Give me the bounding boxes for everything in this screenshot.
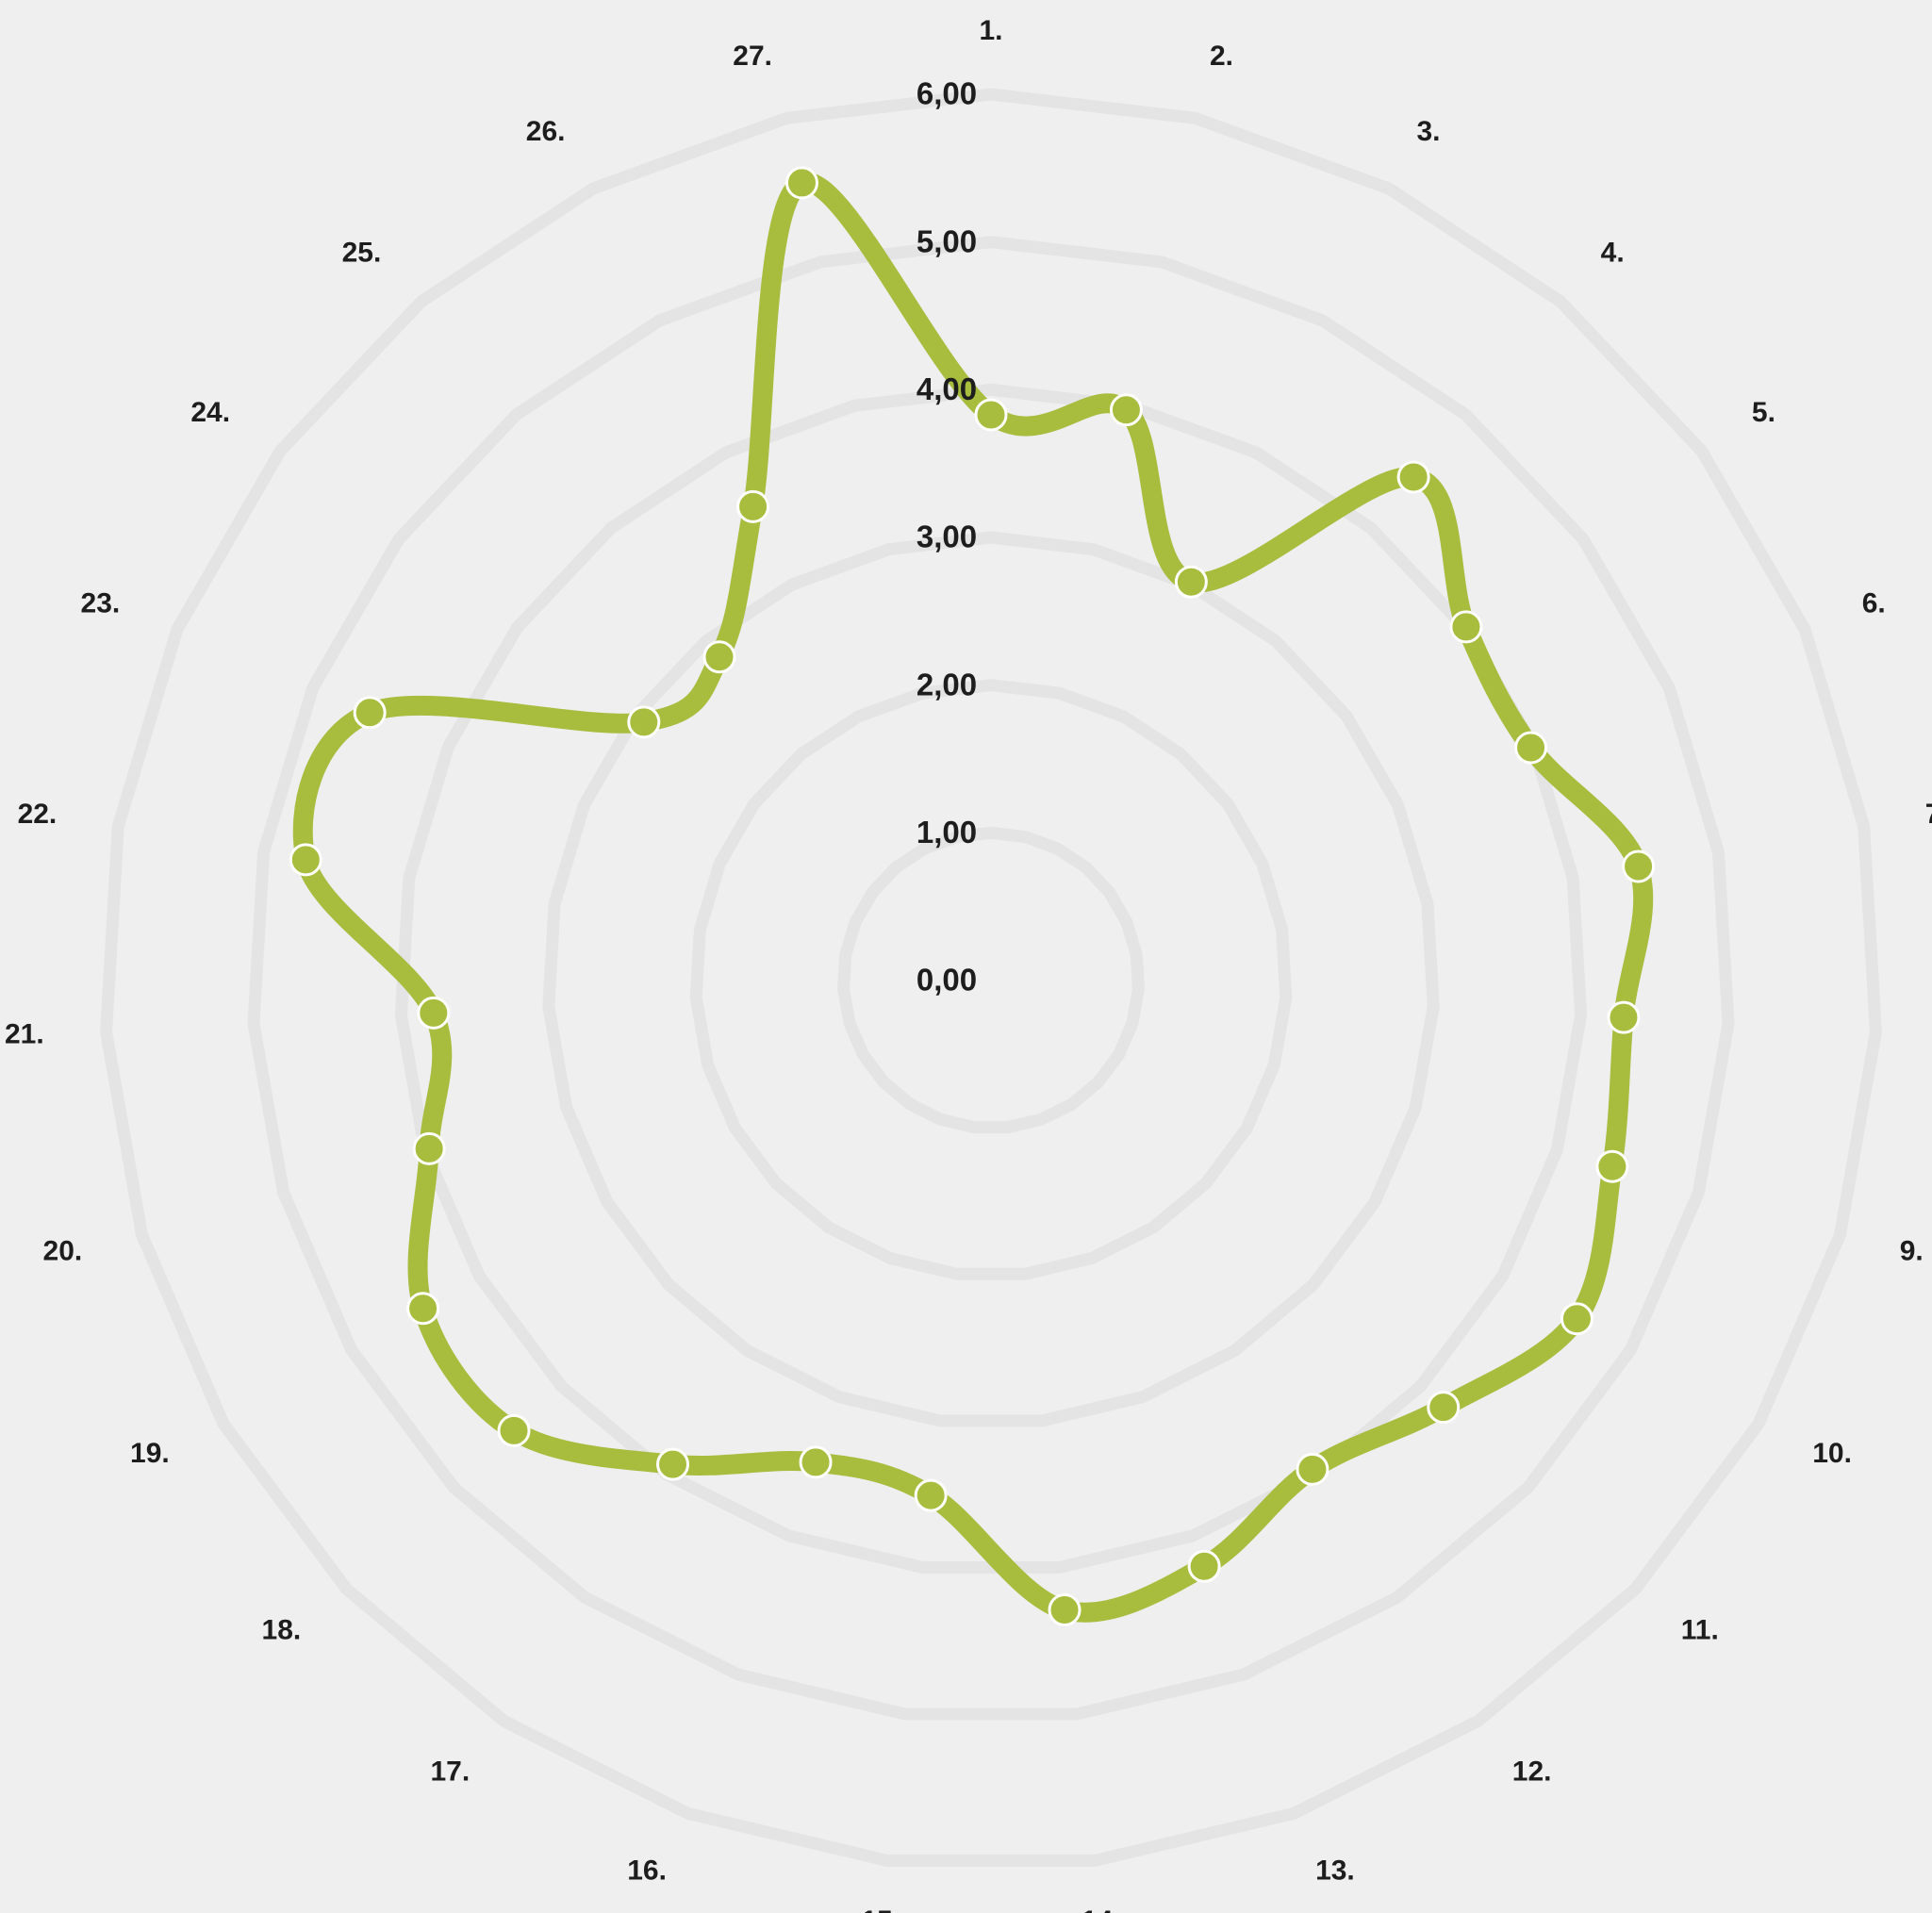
data-point-23: [353, 696, 387, 730]
data-point-22: [289, 843, 322, 877]
data-point-21: [417, 996, 451, 1030]
data-point-8: [1607, 1000, 1641, 1034]
grid-ring-5: [247, 236, 1735, 1721]
category-label: 4.: [1601, 237, 1625, 268]
data-point-14: [1048, 1593, 1082, 1627]
grid-ring-1: [837, 826, 1145, 1134]
category-label: 23.: [81, 587, 121, 618]
data-point-24: [627, 705, 661, 739]
category-label: 19.: [130, 1438, 170, 1469]
data-point-12: [1296, 1452, 1329, 1486]
category-labels: 1.2.3.4.5.6.7.8.9.10.11.12.13.14.15.16.1…: [5, 15, 1932, 1913]
data-point-2: [1109, 393, 1143, 427]
category-label: 11.: [1681, 1614, 1719, 1645]
category-label: 5.: [1752, 397, 1775, 428]
category-label: 22.: [18, 799, 58, 830]
grid-ring-3: [542, 531, 1440, 1427]
category-label: 14.: [1082, 1905, 1121, 1913]
tick-label: 4,00: [916, 371, 977, 406]
category-label: 15.: [861, 1905, 900, 1913]
category-label: 3.: [1416, 116, 1440, 147]
category-label: 6.: [1862, 587, 1886, 618]
series-layer: [289, 166, 1656, 1627]
grid-ring-6: [100, 88, 1882, 1868]
data-point-11: [1427, 1391, 1461, 1425]
data-point-3: [1174, 565, 1208, 599]
data-point-7: [1622, 849, 1656, 883]
data-point-10: [1560, 1302, 1593, 1336]
tick-label: 3,00: [916, 519, 977, 554]
tick-label: 0,00: [916, 963, 977, 998]
category-label: 20.: [43, 1235, 83, 1266]
data-point-18: [497, 1413, 531, 1447]
category-label: 7.: [1925, 799, 1932, 830]
tick-label: 2,00: [916, 667, 977, 701]
data-point-6: [1514, 731, 1548, 765]
data-point-19: [406, 1292, 440, 1326]
data-point-17: [656, 1447, 690, 1481]
data-point-26: [736, 489, 770, 523]
category-label: 10.: [1812, 1438, 1852, 1469]
category-label: 27.: [733, 41, 772, 72]
grid-ring-4: [394, 383, 1588, 1574]
tick-label: 1,00: [916, 815, 977, 849]
category-label: 16.: [627, 1855, 667, 1886]
category-label: 21.: [5, 1018, 44, 1049]
data-point-4: [1396, 460, 1430, 494]
tick-label: 6,00: [916, 76, 977, 111]
category-label: 12.: [1512, 1756, 1552, 1787]
grid-ring-2: [689, 679, 1293, 1280]
data-point-9: [1595, 1149, 1629, 1183]
category-label: 18.: [262, 1614, 302, 1645]
category-label: 2.: [1210, 41, 1233, 72]
category-label: 26.: [526, 116, 566, 147]
data-point-15: [914, 1478, 948, 1512]
data-point-1: [974, 398, 1008, 432]
data-point-20: [412, 1131, 446, 1165]
data-point-27: [784, 166, 818, 200]
radial-tick-labels: 0,00 1,00 2,00 3,00 4,00 5,00 6,00: [916, 76, 977, 998]
category-label: 25.: [342, 237, 382, 268]
category-label: 13.: [1315, 1855, 1355, 1886]
data-point-5: [1449, 610, 1483, 644]
category-label: 9.: [1900, 1235, 1924, 1266]
category-label: 24.: [190, 397, 230, 428]
data-point-25: [702, 640, 736, 674]
category-label: 1.: [979, 15, 1002, 46]
data-point-16: [799, 1445, 833, 1479]
tick-label: 5,00: [916, 223, 977, 258]
category-label: 17.: [430, 1756, 470, 1787]
data-point-13: [1187, 1549, 1221, 1583]
grid-rings: [100, 88, 1882, 1868]
